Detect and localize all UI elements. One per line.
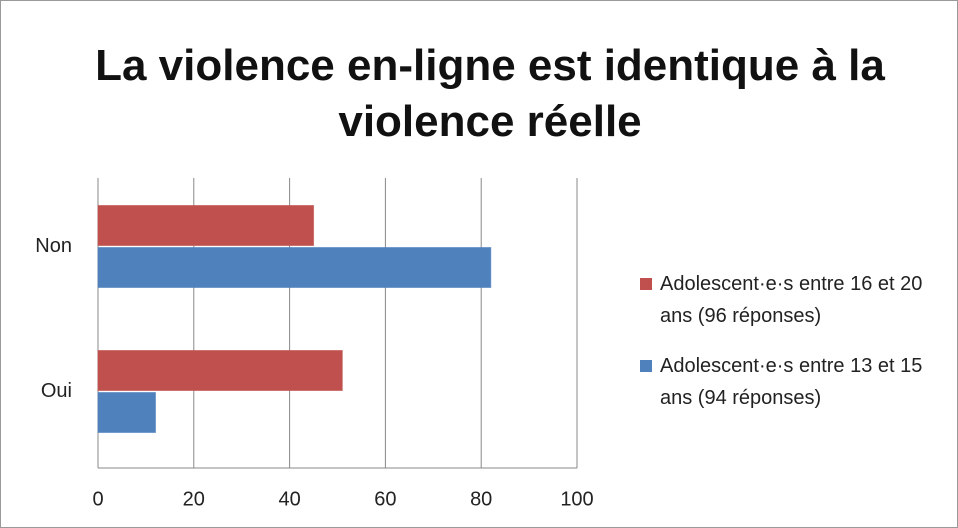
legend-entry: Adolescent·e·s entre 13 et 15 ans (94 ré… [640, 350, 958, 414]
chart-title: La violence en-ligne est identique à la … [95, 41, 885, 146]
legend-swatch [640, 278, 652, 290]
bar [97, 392, 156, 433]
x-tick-label: 0 [92, 488, 103, 510]
x-tick-label: 40 [278, 488, 300, 510]
y-tick-label: Non [35, 235, 72, 257]
bar [97, 247, 492, 288]
legend-swatch [640, 360, 652, 372]
bar [97, 205, 315, 246]
x-tick-label: 80 [470, 488, 492, 510]
x-tick-label: 100 [560, 488, 593, 510]
x-tick-label: 60 [374, 488, 396, 510]
y-tick-label: Oui [41, 380, 72, 402]
bar [97, 350, 343, 391]
x-tick-label: 20 [183, 488, 205, 510]
legend-entry: Adolescent·e·s entre 16 et 20 ans (96 ré… [640, 268, 958, 332]
